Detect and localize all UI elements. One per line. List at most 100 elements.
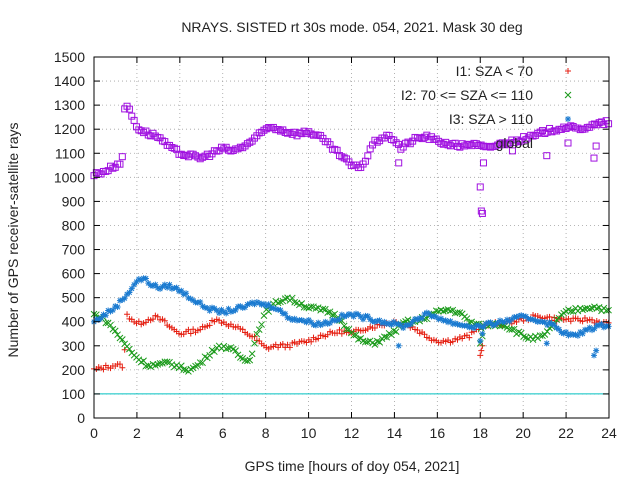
data-point bbox=[305, 128, 313, 136]
data-point bbox=[133, 278, 140, 285]
legend: I1: SZA < 70 I2: 70 <= SZA <= 110 I3: SZA … bbox=[401, 63, 572, 151]
data-point bbox=[445, 319, 452, 326]
data-point bbox=[239, 144, 247, 152]
data-point bbox=[206, 322, 213, 329]
data-point bbox=[600, 121, 608, 129]
data-point bbox=[376, 317, 383, 324]
data-point bbox=[513, 314, 520, 321]
data-point bbox=[458, 140, 466, 148]
data-point bbox=[501, 141, 509, 149]
data-point bbox=[286, 344, 293, 351]
y-tick-label: 800 bbox=[62, 217, 86, 233]
data-point bbox=[102, 312, 109, 319]
outlier-point bbox=[395, 159, 403, 167]
data-point bbox=[522, 136, 530, 144]
data-point bbox=[421, 331, 428, 338]
y-tick-label: 700 bbox=[62, 242, 86, 258]
data-point bbox=[196, 359, 204, 366]
y-tick-label: 100 bbox=[62, 386, 86, 402]
data-point bbox=[586, 305, 594, 313]
data-point bbox=[185, 326, 192, 333]
data-point bbox=[295, 129, 303, 137]
data-point bbox=[496, 317, 503, 324]
data-point bbox=[124, 311, 131, 318]
data-point bbox=[331, 310, 339, 318]
data-point bbox=[156, 360, 164, 367]
data-point bbox=[142, 275, 149, 282]
data-point bbox=[329, 316, 336, 323]
data-point bbox=[572, 331, 579, 338]
data-point bbox=[534, 318, 541, 325]
data-point bbox=[557, 125, 565, 133]
data-point bbox=[376, 338, 383, 346]
data-point bbox=[517, 137, 525, 145]
data-point bbox=[203, 150, 211, 158]
series-2 bbox=[91, 275, 612, 359]
data-point bbox=[530, 316, 537, 323]
y-tick-label: 1100 bbox=[55, 145, 85, 161]
series-3 bbox=[90, 102, 613, 217]
data-point bbox=[315, 335, 322, 342]
data-point bbox=[251, 301, 258, 308]
legend-marker bbox=[565, 68, 571, 74]
data-point bbox=[107, 321, 114, 329]
data-point bbox=[515, 138, 523, 146]
data-point bbox=[567, 330, 574, 337]
data-point bbox=[289, 317, 296, 324]
data-point bbox=[281, 295, 289, 302]
data-point bbox=[131, 281, 138, 288]
data-point bbox=[197, 326, 204, 333]
data-point bbox=[518, 312, 525, 319]
data-point bbox=[194, 299, 201, 306]
data-point bbox=[315, 319, 322, 326]
data-point bbox=[253, 330, 261, 338]
data-point bbox=[338, 153, 346, 161]
data-point bbox=[340, 322, 348, 330]
data-point bbox=[513, 136, 521, 144]
y-tick-label: 1500 bbox=[54, 49, 85, 65]
data-point bbox=[246, 138, 254, 146]
data-point bbox=[465, 140, 473, 148]
data-point bbox=[274, 126, 282, 134]
data-point bbox=[588, 121, 596, 129]
data-point bbox=[360, 316, 367, 323]
data-point bbox=[343, 325, 350, 333]
data-point bbox=[144, 131, 152, 139]
data-point bbox=[447, 307, 454, 315]
data-point bbox=[341, 313, 348, 320]
data-point bbox=[111, 327, 119, 335]
data-point bbox=[350, 313, 357, 320]
data-point bbox=[546, 313, 553, 320]
data-point bbox=[412, 315, 419, 322]
legend-marker bbox=[565, 116, 571, 122]
data-point bbox=[151, 132, 159, 140]
data-point bbox=[255, 326, 263, 333]
data-point bbox=[402, 139, 410, 147]
data-point bbox=[105, 307, 112, 314]
data-point bbox=[567, 122, 575, 130]
data-point bbox=[242, 304, 249, 311]
data-point bbox=[215, 147, 223, 155]
data-point bbox=[192, 362, 199, 370]
data-point bbox=[560, 330, 567, 337]
data-point bbox=[182, 151, 190, 159]
data-point bbox=[229, 147, 237, 155]
data-point bbox=[522, 313, 529, 320]
outlier-point bbox=[479, 159, 487, 167]
data-point bbox=[173, 284, 180, 291]
data-point bbox=[104, 167, 112, 175]
data-point bbox=[180, 291, 187, 298]
data-point bbox=[334, 330, 341, 337]
data-point bbox=[602, 307, 610, 314]
data-point bbox=[392, 328, 400, 335]
data-point bbox=[102, 167, 110, 175]
data-point bbox=[302, 129, 310, 137]
data-point bbox=[154, 313, 161, 320]
data-point bbox=[574, 332, 581, 339]
data-point bbox=[307, 130, 315, 138]
data-point bbox=[579, 318, 586, 325]
data-point bbox=[331, 145, 339, 153]
data-point bbox=[404, 138, 412, 146]
data-point bbox=[227, 308, 234, 315]
data-point bbox=[352, 331, 360, 339]
